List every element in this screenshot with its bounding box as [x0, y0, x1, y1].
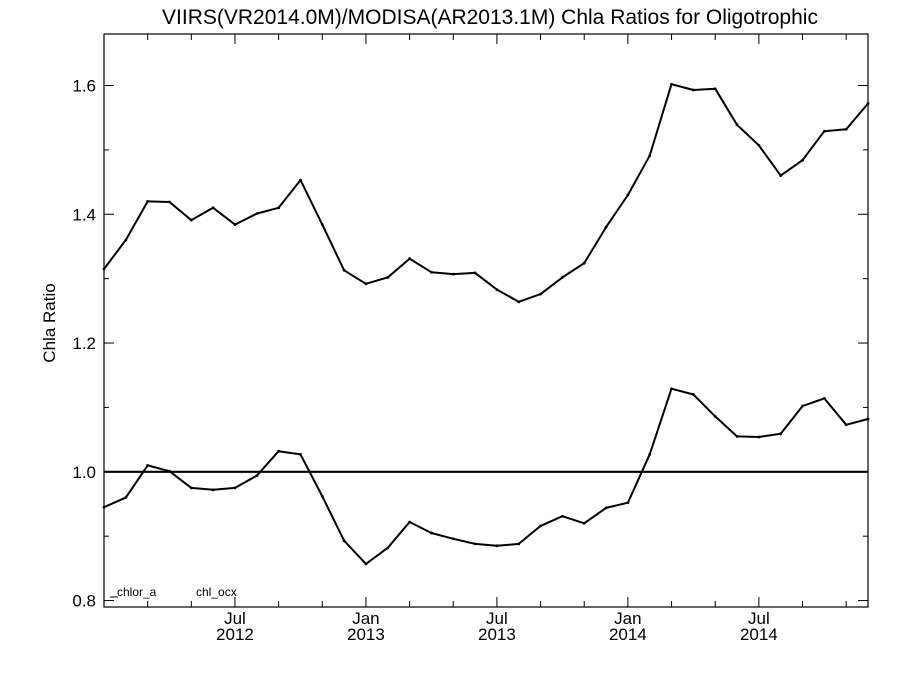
data-point-chl_ocx: [430, 531, 433, 535]
y-axis-label: Chla Ratio: [40, 283, 59, 362]
x-tick-label-year: 2012: [216, 625, 254, 644]
data-point-chl_ocx: [648, 453, 652, 456]
data-point-chl_ocx: [189, 486, 193, 490]
data-point-chl_ocx: [735, 434, 739, 438]
data-point-chlor_a: [648, 154, 652, 158]
data-point-chlor_a: [451, 272, 455, 276]
data-point-chl_ocx: [146, 463, 150, 467]
y-tick-label: 1.0: [72, 463, 96, 482]
data-point-chl_ocx: [582, 521, 586, 525]
data-point-chl_ocx: [233, 486, 237, 490]
data-point-chlor_a: [364, 282, 368, 286]
y-tick-label: 1.2: [72, 334, 96, 353]
data-point-chlor_a: [539, 292, 542, 296]
data-point-chlor_a: [582, 261, 586, 265]
y-tick-label: 1.4: [72, 205, 96, 224]
data-point-chlor_a: [277, 206, 281, 210]
data-point-chlor_a: [517, 300, 521, 304]
plot-frame: [103, 33, 869, 608]
legend-label-chlor_a: chlor_a: [117, 585, 157, 599]
chart-title: VIIRS(VR2014.0M)/MODISA(AR2013.1M) Chla …: [162, 6, 818, 29]
x-tick-label-year: 2013: [478, 625, 516, 644]
x-tick-label-year: 2014: [740, 625, 778, 644]
x-tick-label-year: 2014: [609, 625, 647, 644]
data-point-chl_ocx: [866, 417, 870, 421]
data-point-chlor_a: [495, 288, 499, 291]
data-point-chlor_a: [146, 199, 150, 203]
data-point-chlor_a: [604, 225, 608, 229]
data-point-chlor_a: [757, 143, 761, 147]
data-point-chl_ocx: [561, 514, 564, 518]
data-point-chlor_a: [342, 268, 346, 272]
data-point-chl_ocx: [168, 469, 171, 473]
data-point-chl_ocx: [102, 505, 106, 509]
data-point-chl_ocx: [495, 544, 499, 548]
y-tick-label: 1.6: [72, 77, 96, 96]
data-point-chl_ocx: [604, 506, 608, 510]
data-point-chl_ocx: [801, 404, 804, 408]
data-point-chlor_a: [211, 206, 215, 210]
data-point-chl_ocx: [517, 542, 521, 546]
data-point-chl_ocx: [451, 537, 455, 541]
data-point-chl_ocx: [713, 415, 717, 418]
data-point-chlor_a: [320, 223, 324, 226]
data-point-chl_ocx: [255, 474, 259, 478]
data-point-chl_ocx: [757, 435, 761, 439]
data-point-chlor_a: [713, 87, 717, 91]
series-line-chl_ocx: [103, 387, 869, 565]
data-point-chl_ocx: [342, 539, 346, 543]
data-point-chl_ocx: [779, 432, 783, 436]
x-tick-label-year: 2013: [347, 625, 385, 644]
data-point-chl_ocx: [539, 524, 542, 528]
data-point-chlor_a: [670, 82, 673, 86]
data-point-chlor_a: [844, 127, 848, 131]
data-point-chl_ocx: [277, 449, 281, 453]
data-point-chlor_a: [626, 193, 630, 197]
data-point-chlor_a: [124, 238, 128, 242]
data-point-chl_ocx: [299, 453, 302, 456]
data-point-chlor_a: [473, 271, 477, 275]
data-point-chl_ocx: [822, 397, 826, 400]
data-point-chlor_a: [408, 257, 411, 261]
data-point-chlor_a: [102, 267, 106, 271]
data-point-chlor_a: [430, 270, 433, 274]
data-point-chl_ocx: [691, 393, 695, 396]
data-point-chlor_a: [735, 123, 739, 127]
x-tick-label-month: Jul: [224, 609, 246, 628]
data-point-chlor_a: [386, 275, 390, 279]
data-point-chlor_a: [299, 178, 302, 182]
data-point-chl_ocx: [408, 520, 411, 524]
data-point-chlor_a: [233, 223, 237, 226]
series-line-chlor_a: [103, 83, 869, 303]
x-tick-label-month: Jul: [748, 609, 770, 628]
data-point-chl_ocx: [473, 542, 477, 546]
data-point-chl_ocx: [124, 496, 128, 499]
data-point-chl_ocx: [364, 562, 368, 566]
data-point-chl_ocx: [211, 488, 215, 492]
data-point-chlor_a: [255, 212, 259, 216]
data-point-chl_ocx: [626, 501, 630, 505]
legend-label-chl_ocx: chl_ocx: [196, 585, 237, 599]
data-point-chlor_a: [801, 158, 804, 162]
data-point-chlor_a: [822, 129, 826, 133]
data-point-chlor_a: [189, 218, 193, 222]
data-point-chl_ocx: [320, 494, 324, 498]
data-point-chlor_a: [866, 102, 870, 105]
data-point-chlor_a: [691, 88, 695, 92]
data-point-chlor_a: [779, 174, 783, 178]
data-point-chlor_a: [561, 275, 564, 279]
x-tick-label-month: Jul: [486, 609, 508, 628]
x-tick-label-month: Jan: [352, 609, 379, 628]
data-point-chl_ocx: [386, 546, 390, 550]
x-tick-label-month: Jan: [614, 609, 641, 628]
data-point-chl_ocx: [670, 387, 673, 391]
data-point-chl_ocx: [844, 423, 848, 427]
y-tick-label: 0.8: [72, 592, 96, 611]
data-point-chlor_a: [168, 200, 171, 204]
